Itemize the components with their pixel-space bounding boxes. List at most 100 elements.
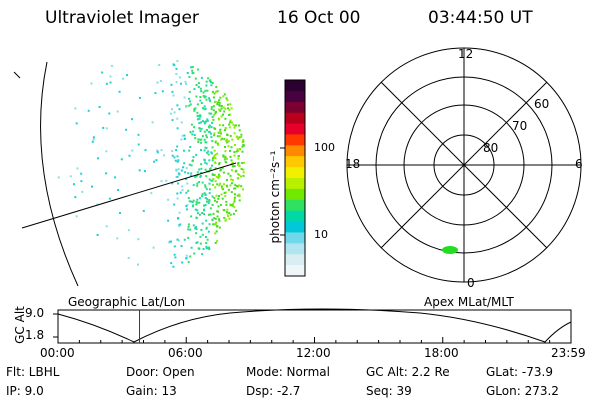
emission-pixel — [203, 130, 206, 133]
emission-pixel — [193, 108, 196, 110]
emission-pixel — [206, 119, 209, 122]
emission-pixel — [226, 134, 229, 137]
emission-pixel — [91, 185, 93, 188]
emission-pixel — [186, 72, 189, 74]
emission-pixel — [207, 202, 210, 205]
emission-pixel — [203, 204, 205, 207]
emission-pixel — [240, 135, 243, 138]
emission-pixel — [201, 120, 204, 123]
emission-pixel — [210, 152, 213, 155]
emission-pixel — [180, 138, 183, 141]
emission-pixel — [224, 156, 227, 159]
emission-pixel — [209, 100, 212, 103]
emission-pixel — [229, 213, 232, 216]
emission-pixel — [177, 172, 180, 175]
emission-pixel — [203, 96, 206, 99]
emission-pixel — [196, 198, 199, 201]
emission-pixel — [203, 149, 206, 152]
emission-pixel — [236, 185, 238, 188]
emission-pixel — [194, 208, 197, 211]
emission-pixel — [179, 191, 182, 194]
emission-pixel — [231, 138, 234, 141]
emission-pixel — [201, 195, 203, 198]
timeline-xticks — [57, 337, 572, 343]
emission-pixel — [234, 187, 237, 190]
emission-pixel — [200, 102, 203, 104]
emission-pixel — [233, 165, 236, 168]
emission-pixel — [195, 228, 198, 231]
emission-pixel — [211, 82, 214, 84]
emission-pixel — [199, 87, 202, 90]
emission-pixel — [196, 171, 199, 174]
emission-pixel — [205, 188, 208, 191]
emission-pixel — [160, 180, 163, 183]
emission-pixel — [214, 232, 217, 235]
emission-pixel — [205, 236, 207, 238]
emission-pixel — [216, 240, 219, 243]
emission-pixel — [199, 130, 202, 133]
emission-pixel — [101, 71, 104, 74]
emission-pixel — [204, 89, 207, 92]
colorbar-gradient — [285, 80, 305, 277]
emission-pixel — [118, 90, 121, 93]
emission-pixel — [190, 66, 193, 69]
emission-pixel — [75, 215, 78, 218]
emission-pixel — [191, 66, 194, 68]
emission-pixel — [192, 71, 195, 74]
emission-pixel — [217, 173, 220, 176]
colorbar-band — [285, 134, 305, 146]
emission-pixel — [212, 223, 215, 226]
dsp-info: Dsp: -2.7 — [246, 384, 301, 398]
emission-pixel — [200, 167, 203, 170]
polar-axis-diagonal-b — [380, 81, 548, 249]
emission-pixel — [187, 197, 190, 199]
emission-pixel — [188, 149, 191, 152]
emission-pixel — [235, 209, 238, 212]
emission-pixel — [177, 182, 179, 185]
emission-pixel — [177, 159, 180, 162]
emission-pixel — [192, 156, 195, 158]
emission-pixel — [215, 175, 218, 178]
emission-pixel — [205, 134, 208, 137]
emission-pixel — [190, 215, 193, 218]
emission-pixel — [216, 135, 219, 138]
emission-pixel — [144, 149, 147, 152]
emission-pixel — [110, 64, 113, 67]
emission-pixel — [212, 184, 214, 186]
emission-pixel — [213, 196, 216, 199]
emission-pixel — [218, 135, 221, 138]
emission-pixel — [195, 217, 198, 219]
emission-pixel — [217, 176, 220, 179]
emission-pixel — [218, 219, 221, 222]
emission-pixel — [195, 153, 198, 156]
emission-pixel — [232, 212, 235, 215]
emission-pixel — [190, 164, 193, 167]
emission-pixel — [219, 96, 222, 99]
emission-pixel — [195, 232, 198, 235]
emission-pixel — [221, 197, 224, 200]
emission-pixel — [204, 204, 207, 206]
emission-pixel — [233, 193, 236, 196]
emission-pixel — [186, 182, 189, 185]
emission-pixel — [171, 182, 174, 185]
emission-pixel — [200, 121, 202, 124]
emission-pixel — [203, 213, 206, 216]
emission-pixel — [240, 185, 243, 188]
emission-pixel — [242, 188, 244, 191]
emission-pixel — [215, 110, 217, 113]
glat-info: GLat: -73.9 — [486, 365, 553, 379]
colorbar-frame — [284, 79, 306, 277]
emission-pixel — [202, 94, 205, 97]
emission-pixel — [197, 141, 200, 143]
emission-pixel — [196, 103, 199, 106]
emission-pixel — [230, 191, 233, 194]
emission-pixel — [195, 175, 198, 178]
timeline-ylabel: GC Alt — [13, 306, 27, 344]
emission-pixel — [81, 190, 84, 193]
emission-pixel — [204, 95, 207, 98]
emission-pixel — [226, 99, 229, 101]
emission-pixel — [228, 114, 231, 116]
emission-pixel — [218, 131, 221, 134]
emission-pixel — [181, 189, 184, 192]
emission-pixel — [192, 184, 195, 187]
